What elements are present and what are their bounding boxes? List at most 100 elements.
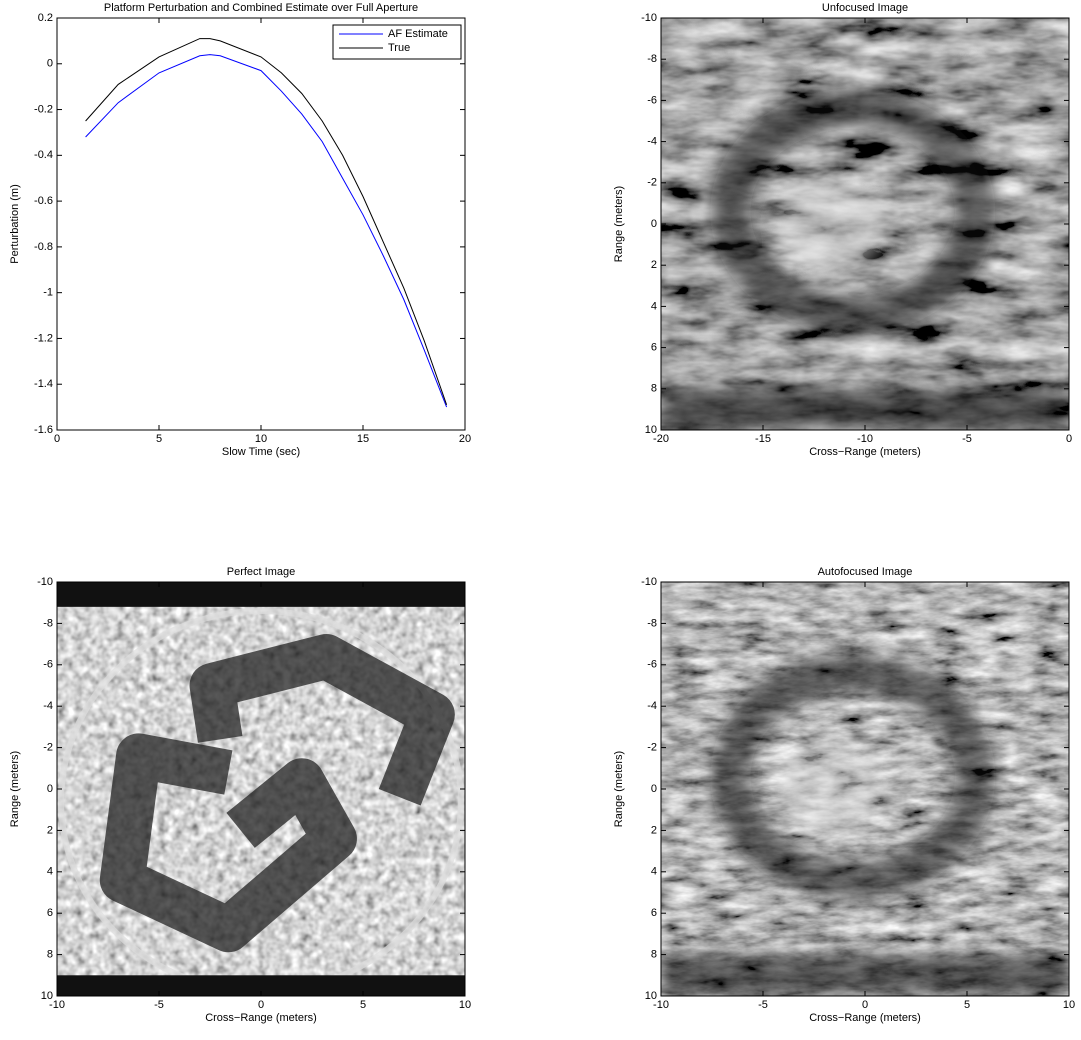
dark-ring: [710, 653, 996, 901]
legend-box: [332, 24, 462, 60]
subplot: AF Estimate True 0 5 10 15 20 -1.6 -1.4 -1.2 -1 -0.…: [9, 2, 471, 458]
y-tick-label: 2: [651, 824, 657, 836]
y-tick-label: -10: [641, 12, 657, 24]
y-tick-label: -10: [37, 576, 53, 588]
y-tick-label: -8: [43, 617, 53, 629]
y-tick-label: -6: [647, 659, 657, 671]
y-tick-label: 0: [651, 218, 657, 230]
x-tick-label: 10: [255, 433, 267, 445]
y-axis-label: Range (meters): [613, 751, 625, 827]
legend-label: True: [388, 42, 410, 54]
y-tick-label: -0.4: [34, 149, 53, 161]
x-tick-label: -5: [154, 999, 164, 1011]
y-tick-label: 6: [651, 342, 657, 354]
x-tick-label: 0: [1066, 433, 1072, 445]
y-tick-label: -0.2: [34, 103, 53, 115]
chart-title: Perfect Image: [227, 566, 295, 578]
y-tick-label: -1.6: [34, 424, 53, 436]
light-core: [779, 739, 886, 839]
y-tick-label: 10: [645, 990, 657, 1002]
x-tick-label: 15: [357, 433, 369, 445]
y-tick-label: -1.4: [34, 378, 53, 390]
y-tick-label: 10: [645, 424, 657, 436]
y-tick-label: 10: [41, 990, 53, 1002]
y-tick-label: 0: [47, 783, 53, 795]
legend-label: AF Estimate: [388, 28, 448, 40]
edge-band: [57, 975, 465, 996]
line: [85, 38, 448, 405]
dark-ring: [710, 88, 996, 335]
letter-shape: [189, 634, 455, 806]
y-axis-label: Perturbation (m): [9, 184, 21, 263]
x-axis-label: Cross−Range (meters): [205, 1012, 317, 1024]
x-tick-label: 5: [964, 999, 970, 1011]
x-tick-label: 0: [54, 433, 60, 445]
y-tick-label: -6: [647, 94, 657, 106]
y-tick-label: 8: [47, 949, 53, 961]
x-tick-label: 10: [1063, 999, 1075, 1011]
y-tick-label: -4: [647, 136, 657, 148]
letter-shape: [99, 733, 357, 953]
chart-title: Platform Perturbation and Combined Estim…: [104, 2, 418, 14]
y-tick-label: 2: [651, 259, 657, 271]
image-blur: [661, 88, 1069, 430]
x-tick-label: -10: [653, 999, 669, 1011]
edge-band: [661, 388, 1069, 430]
y-tick-label: 0: [651, 783, 657, 795]
y-tick-label: 8: [651, 949, 657, 961]
y-tick-label: 8: [651, 383, 657, 395]
y-tick-label: -0.6: [34, 195, 53, 207]
x-axis-label: Cross−Range (meters): [809, 1012, 921, 1024]
y-tick-label: 0.2: [38, 12, 53, 24]
y-tick-label: 6: [651, 907, 657, 919]
x-axis-label: Slow Time (sec): [222, 446, 300, 458]
x-tick-label: 5: [360, 999, 366, 1011]
x-tick-label: 0: [862, 999, 868, 1011]
y-tick-label: -4: [647, 700, 657, 712]
y-tick-label: 4: [651, 300, 657, 312]
chart-title: Autofocused Image: [818, 566, 913, 578]
y-tick-label: -8: [647, 617, 657, 629]
y-tick-label: -0.8: [34, 241, 53, 253]
y-tick-label: -2: [647, 177, 657, 189]
y-tick-label: -8: [647, 53, 657, 65]
x-tick-label: -20: [653, 433, 669, 445]
x-tick-label: 10: [459, 999, 471, 1011]
line: [85, 54, 448, 408]
light-core: [779, 174, 886, 274]
plot-area: [57, 18, 465, 430]
y-tick-label: 4: [651, 866, 657, 878]
x-tick-label: -10: [49, 999, 65, 1011]
x-tick-label: -5: [962, 433, 972, 445]
x-tick-label: 0: [258, 999, 264, 1011]
y-tick-label: -1: [43, 287, 53, 299]
x-tick-label: -5: [758, 999, 768, 1011]
image: [57, 582, 465, 996]
x-tick-label: 20: [459, 433, 471, 445]
x-tick-label: 5: [156, 433, 162, 445]
y-tick-label: 0: [47, 58, 53, 70]
y-axis-label: Range (meters): [613, 186, 625, 262]
y-tick-label: -2: [43, 742, 53, 754]
x-tick-label: -15: [755, 433, 771, 445]
image: [661, 582, 1069, 996]
y-tick-label: 2: [47, 824, 53, 836]
x-tick-label: -10: [857, 433, 873, 445]
y-tick-label: -6: [43, 659, 53, 671]
subplot: -20 -15 -10 -5 0-10-8-6-4-20246810Unfocused …: [613, 2, 1072, 458]
y-tick-label: -4: [43, 700, 53, 712]
y-tick-label: -1.2: [34, 332, 53, 344]
x-axis-label: Cross−Range (meters): [809, 446, 921, 458]
edge-band: [661, 954, 1069, 996]
chart-title: Unfocused Image: [822, 2, 908, 14]
y-tick-label: 4: [47, 866, 53, 878]
image-blur: [661, 653, 1069, 996]
y-tick-label: -2: [647, 742, 657, 754]
y-tick-label: -10: [641, 576, 657, 588]
image: [661, 18, 1069, 430]
y-tick-label: 6: [47, 907, 53, 919]
y-axis-label: Range (meters): [9, 751, 21, 827]
